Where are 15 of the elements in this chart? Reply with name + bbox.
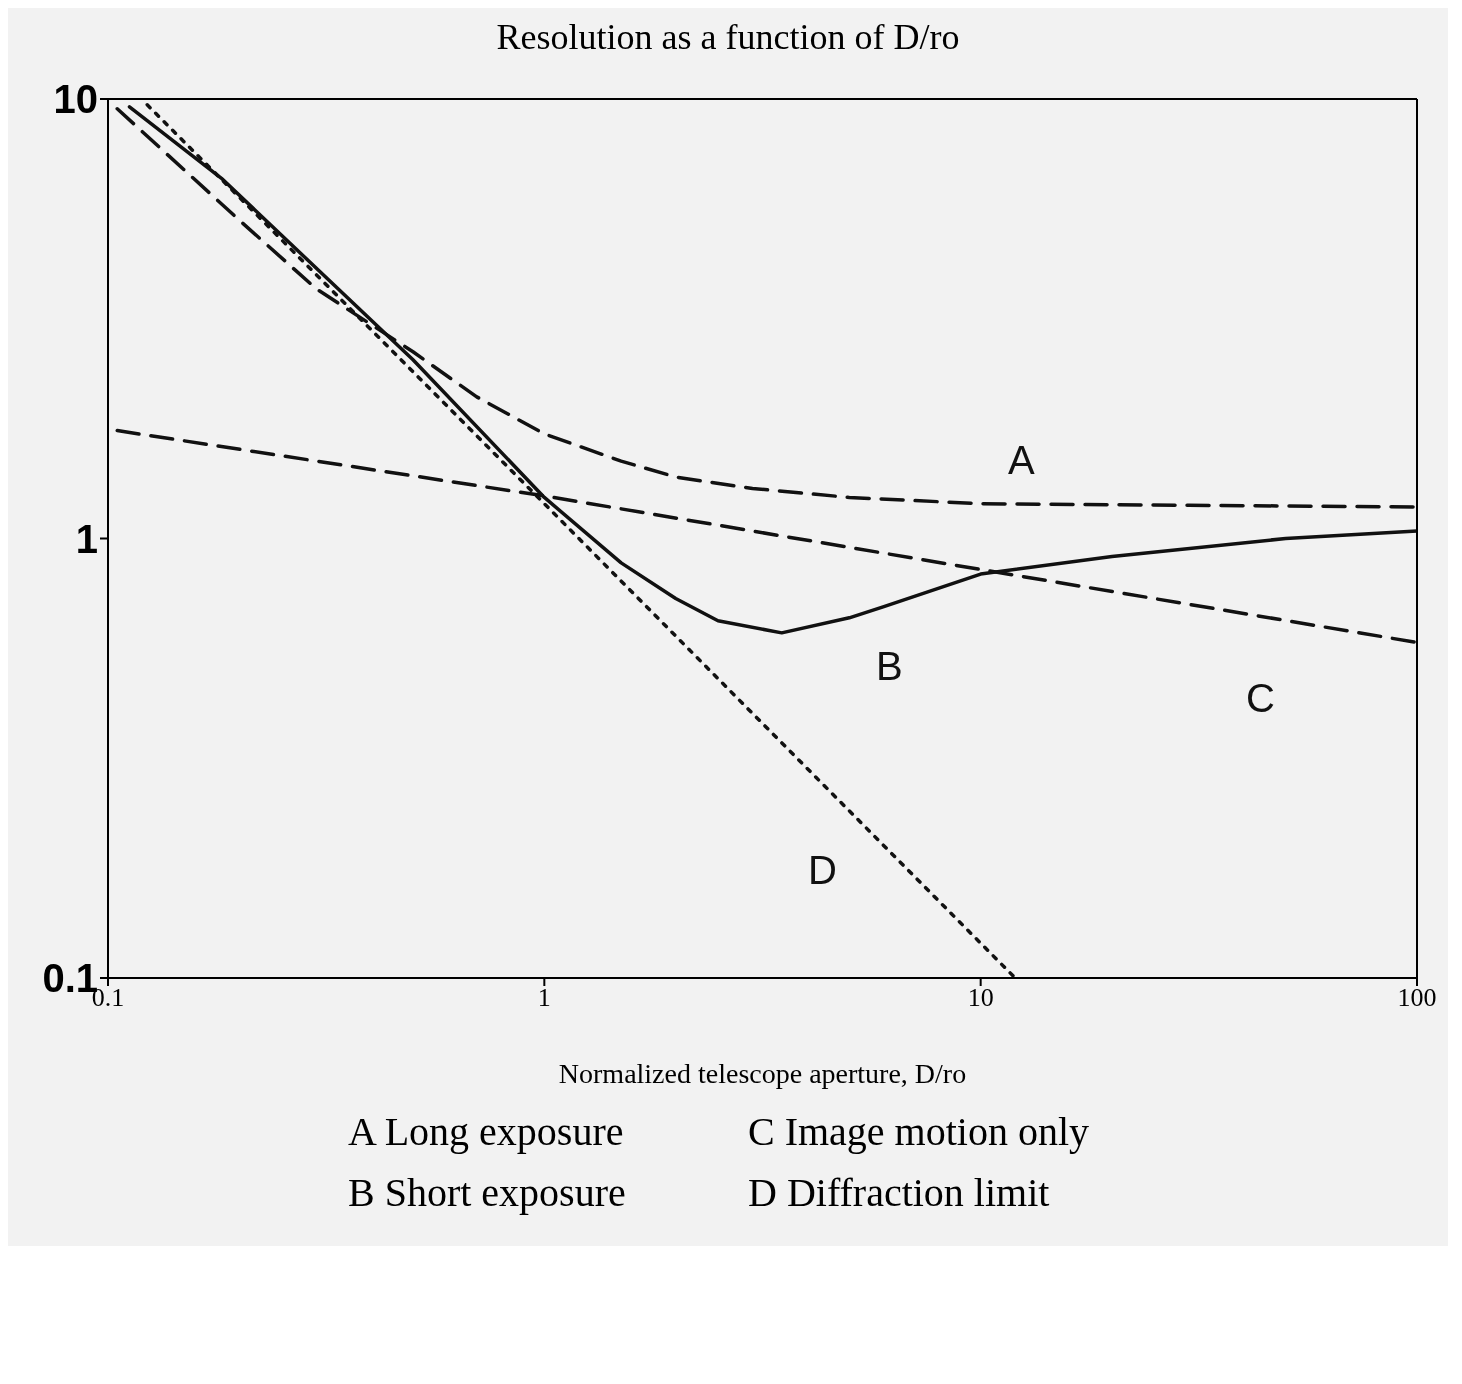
text: B Short exposure: [348, 1169, 627, 1216]
x-tick-label: 10: [967, 983, 994, 1013]
series-label: A: [1008, 438, 1035, 483]
text: C Image motion only: [748, 1108, 1091, 1155]
x-axis-title: Normalized telescope aperture, D/ro: [558, 1058, 967, 1089]
text: D Diffraction limit: [748, 1169, 1051, 1216]
y-tick-label: 1: [75, 516, 98, 561]
chart-title: Resolution as a function of D/ro: [495, 16, 961, 58]
x-tick-label: 100: [1397, 983, 1437, 1013]
text: A Long exposure: [348, 1108, 625, 1155]
series-label: C: [1246, 676, 1275, 721]
y-tick-label: 10: [53, 77, 98, 122]
x-tick-label: 1: [537, 983, 551, 1013]
series-label: B: [876, 644, 903, 689]
series-label: D: [808, 848, 837, 893]
